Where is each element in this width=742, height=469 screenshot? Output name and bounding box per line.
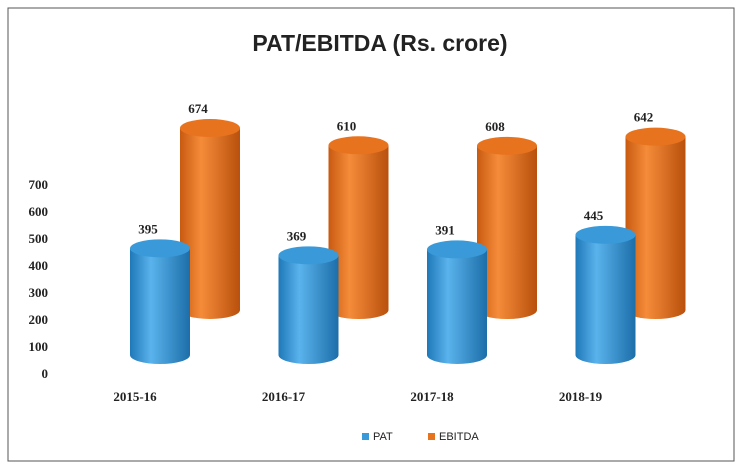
cylinder-body [130, 248, 190, 364]
x-tick-label: 2015-16 [113, 389, 157, 404]
cylinder-top [328, 136, 389, 155]
legend-label: EBITDA [439, 431, 479, 443]
data-label: 642 [634, 110, 654, 125]
data-label: 674 [188, 101, 208, 116]
y-tick-label: 700 [29, 177, 49, 192]
cylinder-body [477, 145, 537, 319]
cylinder-body [180, 128, 240, 319]
y-tick-label: 600 [29, 204, 49, 219]
y-tick-label: 0 [42, 366, 49, 381]
cylinder-top [625, 127, 686, 146]
data-label: 395 [138, 221, 158, 236]
x-tick-label: 2018-19 [559, 389, 603, 404]
cylinder-top [130, 239, 190, 258]
cylinder-top [575, 225, 636, 244]
legend-swatch [428, 433, 435, 440]
cylinder-top [278, 246, 339, 265]
cylinder-body [427, 249, 487, 364]
data-label: 369 [287, 228, 307, 243]
y-tick-label: 100 [29, 339, 49, 354]
cylinder-body [575, 234, 636, 365]
data-label: 610 [337, 118, 357, 133]
y-tick-label: 300 [29, 285, 49, 300]
x-tick-label: 2016-17 [262, 389, 306, 404]
cylinder-body [625, 136, 686, 320]
cylinder-body [328, 145, 389, 320]
cylinder-top [180, 119, 240, 138]
legend-label: PAT [373, 431, 393, 443]
cylinder-body [278, 255, 339, 365]
data-label: 608 [485, 119, 505, 134]
x-tick-label: 2017-18 [410, 389, 454, 404]
y-tick-label: 400 [29, 258, 49, 273]
data-label: 391 [435, 222, 455, 237]
y-tick-label: 200 [29, 312, 49, 327]
cylinder-top [477, 136, 537, 155]
cylinder-top [427, 240, 487, 259]
legend-swatch [362, 433, 369, 440]
y-tick-label: 500 [29, 231, 49, 246]
chart-title: PAT/EBITDA (Rs. crore) [252, 30, 507, 56]
data-label: 445 [584, 208, 604, 223]
